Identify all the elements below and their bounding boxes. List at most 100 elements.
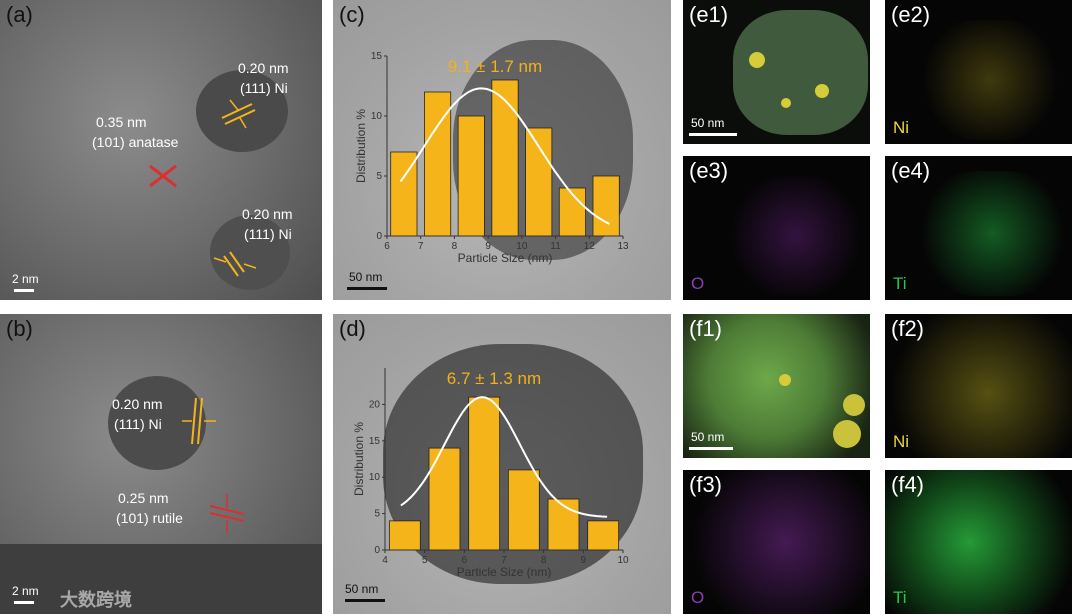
panel-f1-scale-label: 50 nm xyxy=(691,430,725,444)
x-axis-title: Particle Size (nm) xyxy=(458,251,553,265)
panel-e4-label: (e4) xyxy=(891,158,931,183)
x-tick-label: 4 xyxy=(382,555,388,566)
ni-particle xyxy=(781,98,791,108)
ni-map xyxy=(915,20,1065,140)
panel-a-markers xyxy=(149,99,257,277)
panel-d-label: (d) xyxy=(339,316,366,341)
x-tick-label: 7 xyxy=(418,241,424,252)
panel-b-label: (b) xyxy=(6,316,33,341)
panel-e1-scale-label: 50 nm xyxy=(691,116,725,130)
o-map xyxy=(683,470,870,614)
y-tick-label: 15 xyxy=(371,51,383,62)
panel-d-scale-label: 50 nm xyxy=(345,582,379,596)
element-label-ti: Ti xyxy=(893,588,907,607)
y-tick-label: 5 xyxy=(376,171,382,182)
panel-b-markers xyxy=(182,397,245,534)
x-tick-label: 9 xyxy=(485,241,491,252)
ti-map xyxy=(885,470,1072,614)
histogram-bar xyxy=(587,520,620,551)
panel-f4-label: (f4) xyxy=(891,472,924,497)
overlay-cluster xyxy=(733,10,868,135)
histogram-bar xyxy=(390,151,418,237)
panel-f3-eds-o: (f3) O xyxy=(683,470,870,614)
ni-particle-top xyxy=(196,70,288,152)
x-tick-label: 7 xyxy=(501,555,507,566)
panel-b-scale-label: 2 nm xyxy=(12,584,39,598)
histogram-bar xyxy=(468,396,501,551)
y-tick-label: 10 xyxy=(369,472,381,483)
histogram-bar xyxy=(507,469,540,551)
x-tick-label: 10 xyxy=(516,241,528,252)
histogram-bar xyxy=(491,79,519,237)
x-tick-label: 8 xyxy=(541,555,547,566)
element-label-o: O xyxy=(691,274,705,293)
y-tick-label: 20 xyxy=(369,399,381,410)
ni-top-plane: (111) Ni xyxy=(240,80,288,96)
panel-b-scale-bar xyxy=(14,601,34,604)
o-map xyxy=(723,176,868,296)
rutile-plane: (101) rutile xyxy=(116,510,183,526)
ni-bottom-plane: (111) Ni xyxy=(244,226,292,242)
ni-map xyxy=(885,314,1072,458)
panel-f1-eds-overlay: (f1) 50 nm xyxy=(683,314,870,458)
ni-bottom-spacing: 0.20 nm xyxy=(242,206,293,222)
histogram-bar xyxy=(525,127,553,237)
element-label-ni: Ni xyxy=(893,118,910,137)
ni-particle xyxy=(815,84,829,98)
element-label-ni: Ni xyxy=(893,432,910,451)
y-tick-label: 5 xyxy=(374,509,380,520)
panel-e1-eds-overlay: (e1) 50 nm xyxy=(683,0,870,144)
gaussian-fit-curve xyxy=(400,396,608,518)
panel-c-scale-bar xyxy=(347,287,387,290)
y-tick-label: 15 xyxy=(369,436,381,447)
panel-f2-label: (f2) xyxy=(891,316,924,341)
panel-f1-label: (f1) xyxy=(689,316,722,341)
panel-a-hrtem: (a) 0.20 nm (111) Ni 0.35 nm (101) anata… xyxy=(0,0,322,300)
panel-c-label: (c) xyxy=(339,2,365,27)
ni-particle-bottom xyxy=(210,215,290,290)
y-tick-label: 0 xyxy=(374,545,380,556)
x-tick-label: 6 xyxy=(462,555,468,566)
panel-d-scale-bar xyxy=(345,599,385,602)
x-tick-label: 11 xyxy=(550,241,561,252)
y-axis-title: Distribution % xyxy=(354,109,368,183)
panel-c-scale-label: 50 nm xyxy=(349,270,383,284)
size-distribution-label: 9.1 ± 1.7 nm xyxy=(448,57,542,76)
histogram-bar xyxy=(388,520,421,551)
histogram-bar xyxy=(547,498,580,551)
panel-a-scale-bar xyxy=(14,289,34,292)
panel-f3-label: (f3) xyxy=(689,472,722,497)
x-tick-label: 10 xyxy=(617,555,629,566)
size-distribution-label: 6.7 ± 1.3 nm xyxy=(447,369,541,388)
x-tick-label: 8 xyxy=(452,241,458,252)
ni-particle xyxy=(108,376,206,470)
ni-particle xyxy=(843,394,865,416)
anatase-plane: (101) anatase xyxy=(92,134,179,150)
panel-f4-eds-ti: (f4) Ti xyxy=(885,470,1072,614)
element-label-o: O xyxy=(691,588,705,607)
histogram-bar xyxy=(592,175,620,237)
panel-c-tem: (c) 6 7 8 9 10 11 12 13 0 5 10 15 Particle Size (nm)… xyxy=(333,0,671,300)
x-tick-label: 9 xyxy=(581,555,587,566)
anatase-spacing: 0.35 nm xyxy=(96,114,147,130)
histogram-c: 6 7 8 9 10 11 12 13 0 5 10 15 Particle Size (nm) Dist… xyxy=(354,51,629,265)
ni-spacing: 0.20 nm xyxy=(112,396,163,412)
panel-f2-eds-ni: (f2) Ni xyxy=(885,314,1072,458)
ni-particle xyxy=(779,374,791,386)
panel-e1-scale-bar xyxy=(689,133,737,136)
panel-e2-label: (e2) xyxy=(891,2,931,27)
histogram-bar xyxy=(558,187,586,237)
x-tick-label: 13 xyxy=(617,241,629,252)
panel-f1-scale-bar xyxy=(689,447,733,450)
panel-d-tem: (d) 4 5 6 7 8 9 10 0 5 10 15 20 Particle Size (nm) Di… xyxy=(333,314,671,614)
x-tick-label: 12 xyxy=(584,241,596,252)
panel-e2-eds-ni: (e2) Ni xyxy=(885,0,1072,144)
panel-a-label: (a) xyxy=(6,2,33,27)
x-tick-label: 6 xyxy=(384,241,390,252)
rutile-substrate xyxy=(0,544,322,614)
histogram-d: 4 5 6 7 8 9 10 0 5 10 15 20 Particle Size (nm) Distri… xyxy=(352,368,629,579)
ni-particle xyxy=(833,420,861,448)
ni-particle xyxy=(749,52,765,68)
y-tick-label: 0 xyxy=(376,231,382,242)
ni-top-spacing: 0.20 nm xyxy=(238,60,289,76)
